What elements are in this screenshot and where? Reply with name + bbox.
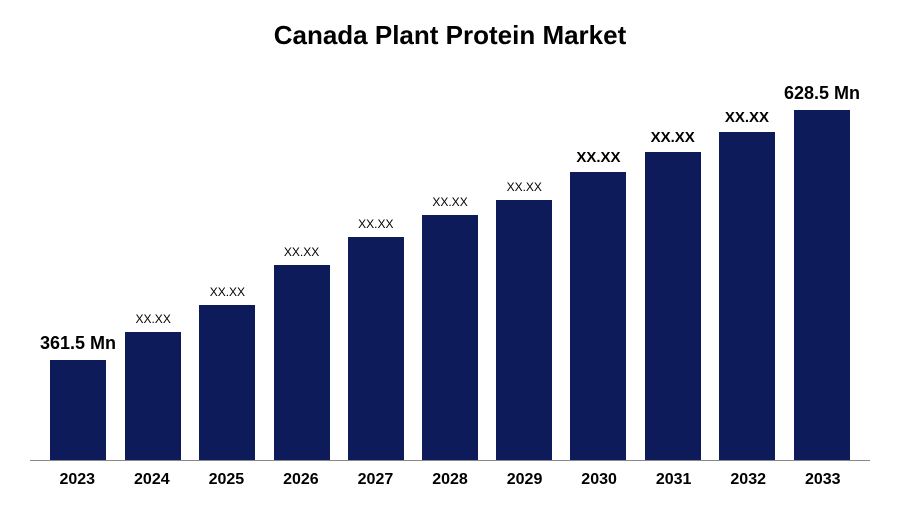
bar-wrapper: XX.XX [339, 61, 413, 460]
bar-wrapper: XX.XX [190, 61, 264, 460]
bar-value-label: XX.XX [210, 285, 245, 299]
x-axis-label: 2032 [711, 471, 786, 489]
bar-wrapper: XX.XX [636, 61, 710, 460]
x-axis-label: 2024 [115, 471, 190, 489]
chart-title: Canada Plant Protein Market [0, 0, 900, 61]
bar [496, 200, 552, 460]
x-axis-label: 2027 [338, 471, 413, 489]
bar [125, 332, 181, 460]
bar-value-label: XX.XX [576, 149, 620, 166]
bar [794, 110, 850, 460]
x-axis-label: 2023 [40, 471, 115, 489]
x-axis-label: 2028 [413, 471, 488, 489]
bar-wrapper: XX.XX [561, 61, 635, 460]
x-axis-label: 2025 [189, 471, 264, 489]
bar [719, 132, 775, 460]
bar-wrapper: XX.XX [116, 61, 190, 460]
bar-value-label: XX.XX [725, 109, 769, 126]
x-axis: 2023202420252026202720282029203020312032… [30, 471, 870, 489]
chart-plot-area: 361.5 Mn XX.XX XX.XX XX.XX XX.XX XX.XX XX.XX XX… [30, 61, 870, 461]
bar [199, 305, 255, 460]
bar-wrapper: XX.XX [487, 61, 561, 460]
x-axis-label: 2033 [785, 471, 860, 489]
bars-container: 361.5 Mn XX.XX XX.XX XX.XX XX.XX XX.XX XX.XX XX… [30, 61, 870, 460]
bar [50, 360, 106, 460]
bar-value-label: 628.5 Mn [784, 83, 860, 104]
bar-wrapper: 628.5 Mn [784, 61, 860, 460]
x-axis-label: 2029 [487, 471, 562, 489]
bar-value-label: XX.XX [135, 312, 170, 326]
bar-wrapper: XX.XX [710, 61, 784, 460]
bar-value-label: 361.5 Mn [40, 333, 116, 354]
bar-value-label: XX.XX [284, 245, 319, 259]
bar [348, 237, 404, 460]
bar [645, 152, 701, 460]
bar-value-label: XX.XX [507, 180, 542, 194]
bar-value-label: XX.XX [358, 217, 393, 231]
bar-wrapper: XX.XX [264, 61, 338, 460]
bar-value-label: XX.XX [651, 129, 695, 146]
bar-value-label: XX.XX [432, 195, 467, 209]
bar-wrapper: XX.XX [413, 61, 487, 460]
bar [570, 172, 626, 460]
bar [422, 215, 478, 460]
bar [274, 265, 330, 460]
x-axis-label: 2030 [562, 471, 637, 489]
bar-wrapper: 361.5 Mn [40, 61, 116, 460]
x-axis-label: 2031 [636, 471, 711, 489]
x-axis-label: 2026 [264, 471, 339, 489]
